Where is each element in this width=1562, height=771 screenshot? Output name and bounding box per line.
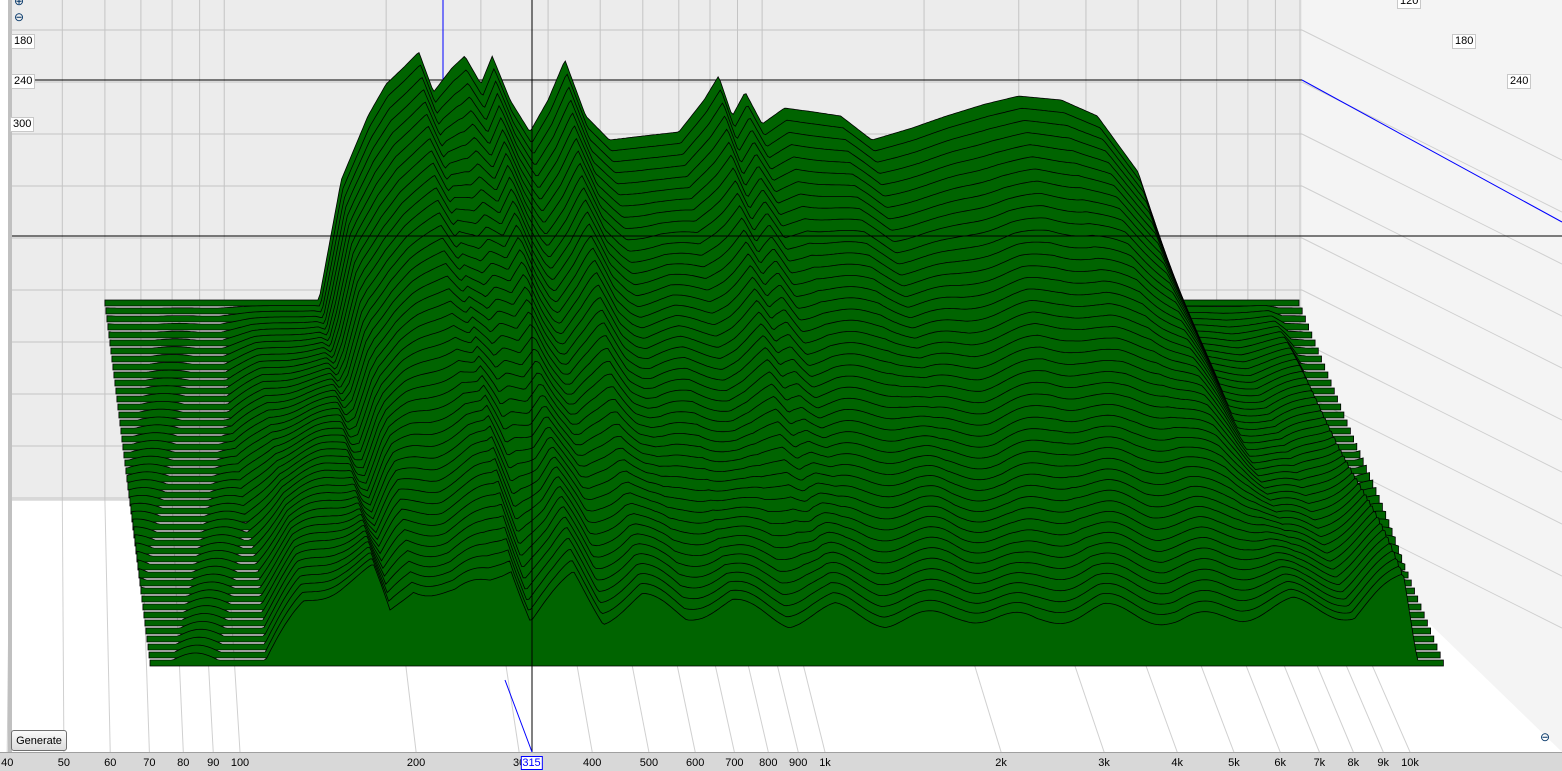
- time-label-right: 240: [1507, 74, 1532, 89]
- grid-line-side: [1301, 393, 1562, 525]
- side-wall: [1302, 0, 1562, 752]
- grid-line-side: [1301, 29, 1562, 161]
- x-tick-label: 80: [177, 757, 190, 769]
- zoom-out-icon-right[interactable]: ⊖: [1540, 730, 1551, 744]
- grid-line-floor: [61, 499, 65, 752]
- x-tick-label: 800: [759, 757, 778, 769]
- waterfall-slice: [149, 564, 1444, 667]
- time-label-left: 240: [11, 74, 36, 89]
- x-tick-label: 50: [57, 757, 71, 769]
- time-label-left: 300: [10, 117, 35, 132]
- x-tick-label: 8k: [1347, 757, 1360, 769]
- x-tick-label: 400: [583, 757, 602, 769]
- x-tick-label: 7k: [1313, 757, 1326, 769]
- x-tick-label: 1k: [819, 757, 831, 769]
- x-tick-label: 600: [686, 757, 705, 769]
- zoom-out-icon[interactable]: ⊖: [14, 10, 25, 24]
- x-tick-label: 9k: [1377, 757, 1390, 769]
- x-tick-label: 200: [406, 757, 426, 769]
- time-label-right: 180: [1452, 34, 1477, 49]
- cursor-frequency-label: 315: [520, 756, 543, 770]
- zoom-in-icon[interactable]: ⊕: [14, 0, 25, 8]
- time-label-left: 180: [11, 34, 36, 49]
- x-tick-label: 2k: [995, 757, 1007, 769]
- grid-line-side: [1301, 185, 1562, 317]
- grid-line-side: [1301, 289, 1562, 421]
- x-tick-label: 700: [725, 757, 744, 769]
- grid-line-side: [1301, 341, 1562, 473]
- left-scrollbar[interactable]: [8, 0, 12, 752]
- grid-line-floor: [104, 499, 111, 752]
- x-tick-label: 70: [143, 757, 156, 769]
- frequency-axis: 40 50 60 70 80 90 100 200 30 400 500 600 700 800 900 1k…: [0, 752, 1562, 771]
- x-tick-label: 4k: [1171, 757, 1184, 769]
- freq-cursor-floor: [504, 679, 533, 752]
- x-tick-label: 100: [230, 757, 250, 769]
- x-tick-label: 60: [104, 757, 117, 769]
- time-cursor-side: [1301, 79, 1562, 223]
- grid-line-side: [1301, 237, 1562, 369]
- generate-button[interactable]: Generate: [11, 730, 67, 751]
- x-tick-label: 40: [1, 757, 14, 769]
- x-tick-label: 6k: [1274, 757, 1287, 769]
- grid-line-side: [1301, 133, 1562, 265]
- x-tick-label: 90: [207, 757, 220, 769]
- x-tick-label: 10k: [1401, 757, 1419, 769]
- x-tick-label: 900: [789, 757, 808, 769]
- waterfall-canvas[interactable]: [0, 0, 1562, 752]
- time-label-right: 120: [1397, 0, 1422, 9]
- x-tick-label: 3k: [1098, 757, 1110, 769]
- x-tick-label: 500: [639, 757, 659, 769]
- x-tick-label: 5k: [1228, 757, 1240, 769]
